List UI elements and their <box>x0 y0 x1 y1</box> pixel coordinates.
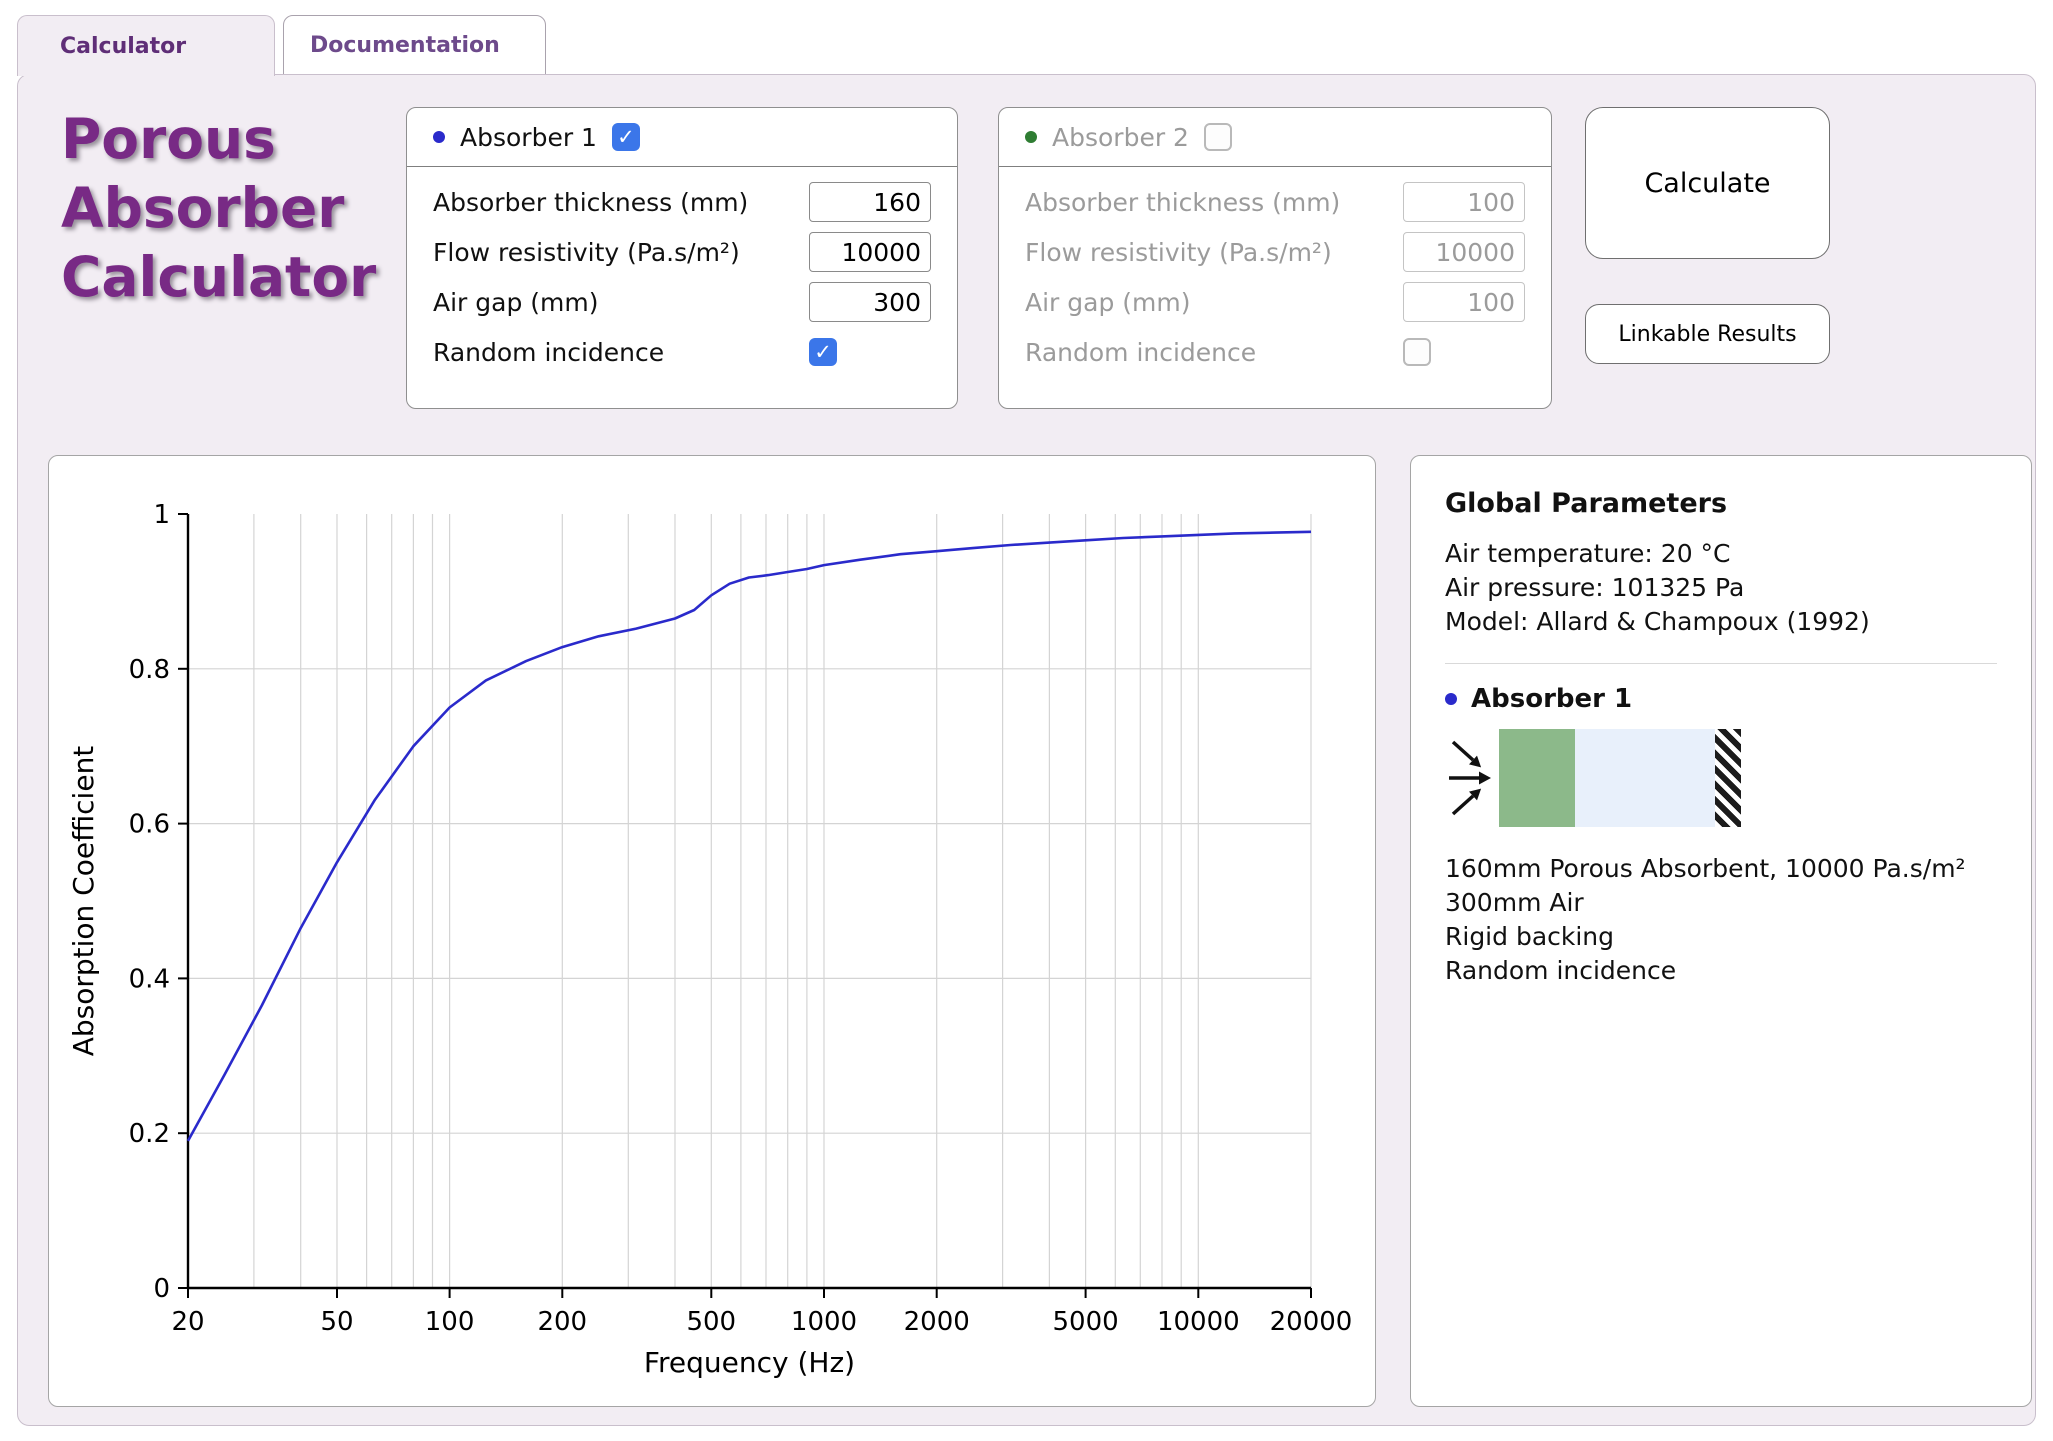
check-icon: ✓ <box>617 124 635 149</box>
air-temperature-text: Air temperature: 20 °C <box>1445 539 1731 568</box>
absorber1-random-incidence-checkbox[interactable]: ✓ <box>809 338 837 366</box>
absorber2-enable-checkbox[interactable] <box>1203 123 1232 151</box>
absorber1-dot-icon <box>1445 693 1457 705</box>
air-pressure-text: Air pressure: 101325 Pa <box>1445 573 1745 602</box>
absorber1-airgap-input[interactable] <box>809 282 931 322</box>
svg-text:5000: 5000 <box>1053 1307 1119 1337</box>
absorber1-desc-air: 300mm Air <box>1445 888 1584 917</box>
absorber2-thickness-input[interactable] <box>1403 182 1525 222</box>
linkable-results-button[interactable]: Linkable Results <box>1585 304 1830 364</box>
rigid-backing-layer <box>1715 729 1741 827</box>
absorber1-random-row: Random incidence ✓ <box>433 327 931 377</box>
absorber2-resistivity-input[interactable] <box>1403 232 1525 272</box>
absorber2-random-row: Random incidence <box>1025 327 1525 377</box>
app-title-line1: Porous <box>61 107 276 171</box>
svg-text:1000: 1000 <box>791 1307 857 1337</box>
absorber2-airgap-input[interactable] <box>1403 282 1525 322</box>
global-parameters-panel: Global Parameters Air temperature: 20 °C… <box>1410 455 2032 1407</box>
svg-text:200: 200 <box>537 1307 587 1337</box>
absorber1-airgap-label: Air gap (mm) <box>433 287 599 317</box>
absorber1-thickness-row: Absorber thickness (mm) <box>433 177 931 227</box>
calculate-button[interactable]: Calculate <box>1585 107 1830 259</box>
svg-text:100: 100 <box>425 1307 475 1337</box>
absorber2-panel: Absorber 2 Absorber thickness (mm) Flow … <box>998 107 1552 409</box>
absorber2-random-label: Random incidence <box>1025 337 1257 367</box>
svg-text:2000: 2000 <box>904 1307 970 1337</box>
svg-text:20: 20 <box>171 1307 204 1337</box>
absorber1-random-label: Random incidence <box>433 337 665 367</box>
tab-documentation[interactable]: Documentation <box>283 15 546 75</box>
absorber2-random-incidence-checkbox[interactable] <box>1403 338 1431 366</box>
info-divider <box>1445 663 1997 664</box>
absorber2-dot-icon <box>1025 131 1037 143</box>
tab-calculator-label: Calculator <box>60 33 187 59</box>
absorber1-resistivity-row: Flow resistivity (Pa.s/m²) <box>433 227 931 277</box>
absorber1-result-heading: Absorber 1 <box>1445 684 1997 714</box>
absorber1-dot-icon <box>433 131 445 143</box>
check-icon: ✓ <box>814 339 832 364</box>
app-title-line2: Absorber <box>61 176 345 240</box>
absorber1-enable-checkbox[interactable]: ✓ <box>611 123 640 151</box>
absorber1-header: Absorber 1 ✓ <box>407 108 957 167</box>
absorber2-resistivity-label: Flow resistivity (Pa.s/m²) <box>1025 237 1332 267</box>
absorber-layers-diagram <box>1445 728 1997 828</box>
absorber2-thickness-row: Absorber thickness (mm) <box>1025 177 1525 227</box>
absorber1-thickness-input[interactable] <box>809 182 931 222</box>
tab-documentation-label: Documentation <box>310 32 500 58</box>
absorber2-thickness-label: Absorber thickness (mm) <box>1025 187 1341 217</box>
svg-text:500: 500 <box>686 1307 736 1337</box>
incidence-arrows-icon <box>1449 740 1491 816</box>
absorber1-airgap-row: Air gap (mm) <box>433 277 931 327</box>
svg-text:0.6: 0.6 <box>129 810 170 840</box>
svg-text:Absorption Coefficient: Absorption Coefficient <box>67 746 100 1057</box>
svg-text:0.2: 0.2 <box>129 1119 170 1149</box>
svg-text:0.8: 0.8 <box>129 655 170 685</box>
svg-text:10000: 10000 <box>1157 1307 1240 1337</box>
absorber1-result-title: Absorber 1 <box>1471 684 1633 714</box>
absorber1-desc-backing: Rigid backing <box>1445 922 1615 951</box>
tab-calculator[interactable]: Calculator <box>17 15 275 76</box>
absorber1-panel: Absorber 1 ✓ Absorber thickness (mm) Flo… <box>406 107 958 409</box>
absorber1-thickness-label: Absorber thickness (mm) <box>433 187 749 217</box>
absorber1-resistivity-label: Flow resistivity (Pa.s/m²) <box>433 237 740 267</box>
svg-text:50: 50 <box>320 1307 353 1337</box>
absorber2-airgap-row: Air gap (mm) <box>1025 277 1525 327</box>
app-title: Porous Absorber Calculator <box>61 105 376 312</box>
model-text: Model: Allard & Champoux (1992) <box>1445 607 1870 636</box>
calculator-page: Porous Absorber Calculator Absorber 1 ✓ … <box>17 74 2036 1426</box>
absorber1-desc-incidence: Random incidence <box>1445 956 1677 985</box>
app-title-line3: Calculator <box>61 245 377 309</box>
porous-absorber-layer <box>1499 729 1575 827</box>
svg-text:1: 1 <box>153 500 170 530</box>
absorber2-title: Absorber 2 <box>1052 122 1189 152</box>
svg-text:20000: 20000 <box>1270 1307 1353 1337</box>
absorber1-title: Absorber 1 <box>460 122 597 152</box>
absorber2-resistivity-row: Flow resistivity (Pa.s/m²) <box>1025 227 1525 277</box>
absorption-chart: 0 0.2 0.4 0.6 0.8 1 20 50 100 200 500 1000 2000 5000 1… <box>67 500 1353 1379</box>
absorber1-desc-material: 160mm Porous Absorbent, 10000 Pa.s/m² <box>1445 854 1966 883</box>
global-parameters-heading: Global Parameters <box>1445 488 1728 519</box>
absorber2-header: Absorber 2 <box>999 108 1551 167</box>
absorber2-airgap-label: Air gap (mm) <box>1025 287 1191 317</box>
absorber1-resistivity-input[interactable] <box>809 232 931 272</box>
air-gap-layer <box>1575 729 1715 827</box>
svg-text:Frequency (Hz): Frequency (Hz) <box>644 1346 855 1379</box>
svg-text:0: 0 <box>153 1274 170 1304</box>
svg-text:0.4: 0.4 <box>129 964 170 994</box>
chart-panel: 0 0.2 0.4 0.6 0.8 1 20 50 100 200 500 1000 2000 5000 1… <box>48 455 1376 1407</box>
